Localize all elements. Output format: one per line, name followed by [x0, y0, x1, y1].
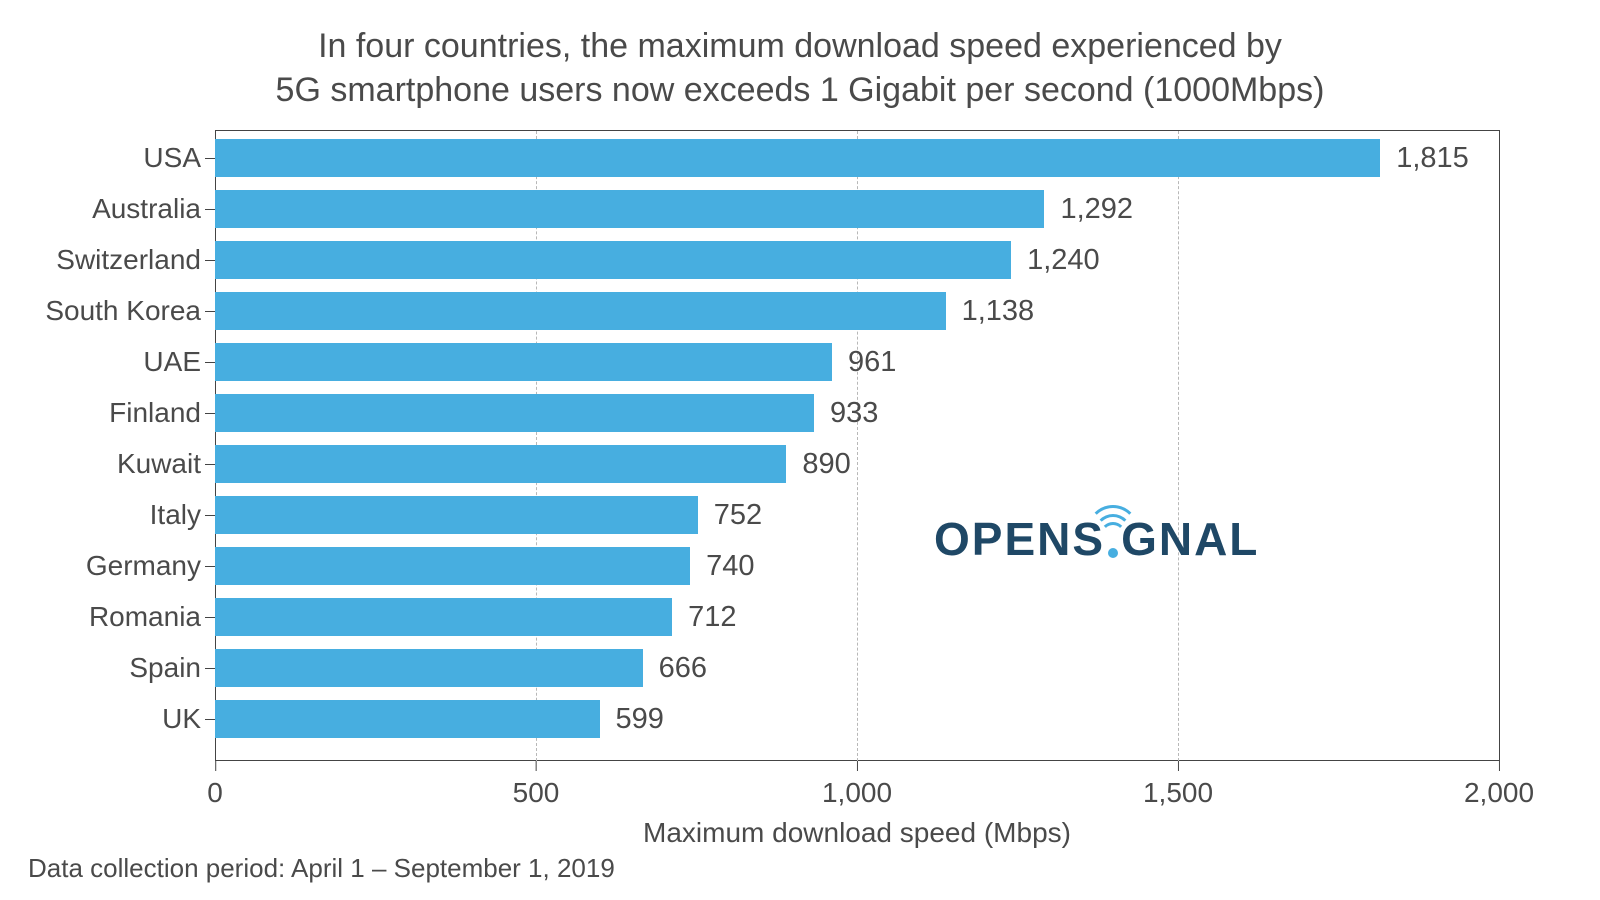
logo-text-after: GNAL [1121, 516, 1259, 562]
bar-row: South Korea1,138 [215, 292, 1499, 330]
plot-area: USA1,815 Australia1,292 Switzerland1,240 So… [215, 130, 1500, 761]
category-label: Finland [31, 397, 215, 429]
bar [215, 241, 1011, 279]
value-label: 752 [714, 499, 762, 532]
bar-row: USA1,815 [215, 139, 1499, 177]
x-tick-label: 2,000 [1464, 761, 1534, 809]
bar-row: Australia1,292 [215, 190, 1499, 228]
category-label: Italy [31, 499, 215, 531]
bar-row: Italy752 [215, 496, 1499, 534]
value-label: 1,292 [1060, 193, 1133, 226]
category-label: Germany [31, 550, 215, 582]
value-label: 1,138 [962, 295, 1035, 328]
opensignal-logo: OPENS GNAL [934, 516, 1259, 562]
category-label: Kuwait [31, 448, 215, 480]
value-label: 1,815 [1396, 142, 1469, 175]
bar [215, 190, 1044, 228]
x-tick-label: 0 [207, 761, 223, 809]
bar-row: Finland933 [215, 394, 1499, 432]
value-label: 666 [659, 652, 707, 685]
category-label: Australia [31, 193, 215, 225]
x-tick-label: 500 [513, 761, 560, 809]
bar [215, 496, 698, 534]
bar-row: UAE961 [215, 343, 1499, 381]
bar [215, 394, 814, 432]
x-axis-label: Maximum download speed (Mbps) [215, 817, 1499, 849]
bar [215, 445, 786, 483]
title-line-2: 5G smartphone users now exceeds 1 Gigabi… [276, 71, 1325, 109]
logo-text-before: OPENS [934, 516, 1105, 562]
bar-row: Germany740 [215, 547, 1499, 585]
bar [215, 292, 946, 330]
category-label: Switzerland [31, 244, 215, 276]
bar-row: Kuwait890 [215, 445, 1499, 483]
bar [215, 139, 1380, 177]
category-label: Spain [31, 652, 215, 684]
value-label: 740 [706, 550, 754, 583]
bar-row: Switzerland1,240 [215, 241, 1499, 279]
bar [215, 547, 690, 585]
bar-row: UK599 [215, 700, 1499, 738]
bar [215, 343, 832, 381]
signal-icon [1103, 516, 1123, 562]
value-label: 890 [802, 448, 850, 481]
category-label: USA [31, 142, 215, 174]
category-label: UAE [31, 346, 215, 378]
plot-inner: USA1,815 Australia1,292 Switzerland1,240 So… [215, 131, 1499, 761]
value-label: 712 [688, 601, 736, 634]
category-label: UK [31, 703, 215, 735]
category-label: South Korea [31, 295, 215, 327]
value-label: 933 [830, 397, 878, 430]
chart-container: In four countries, the maximum download … [0, 0, 1600, 900]
category-label: Romania [31, 601, 215, 633]
bar-row: Romania712 [215, 598, 1499, 636]
x-tick-label: 1,000 [822, 761, 892, 809]
value-label: 1,240 [1027, 244, 1100, 277]
value-label: 599 [616, 703, 664, 736]
value-label: 961 [848, 346, 896, 379]
chart-title: In four countries, the maximum download … [40, 24, 1560, 112]
bar [215, 649, 643, 687]
bar-row: Spain666 [215, 649, 1499, 687]
bar [215, 700, 600, 738]
x-tick-label: 1,500 [1143, 761, 1213, 809]
title-line-1: In four countries, the maximum download … [318, 27, 1282, 65]
bar [215, 598, 672, 636]
footnote: Data collection period: April 1 – Septem… [28, 853, 615, 884]
